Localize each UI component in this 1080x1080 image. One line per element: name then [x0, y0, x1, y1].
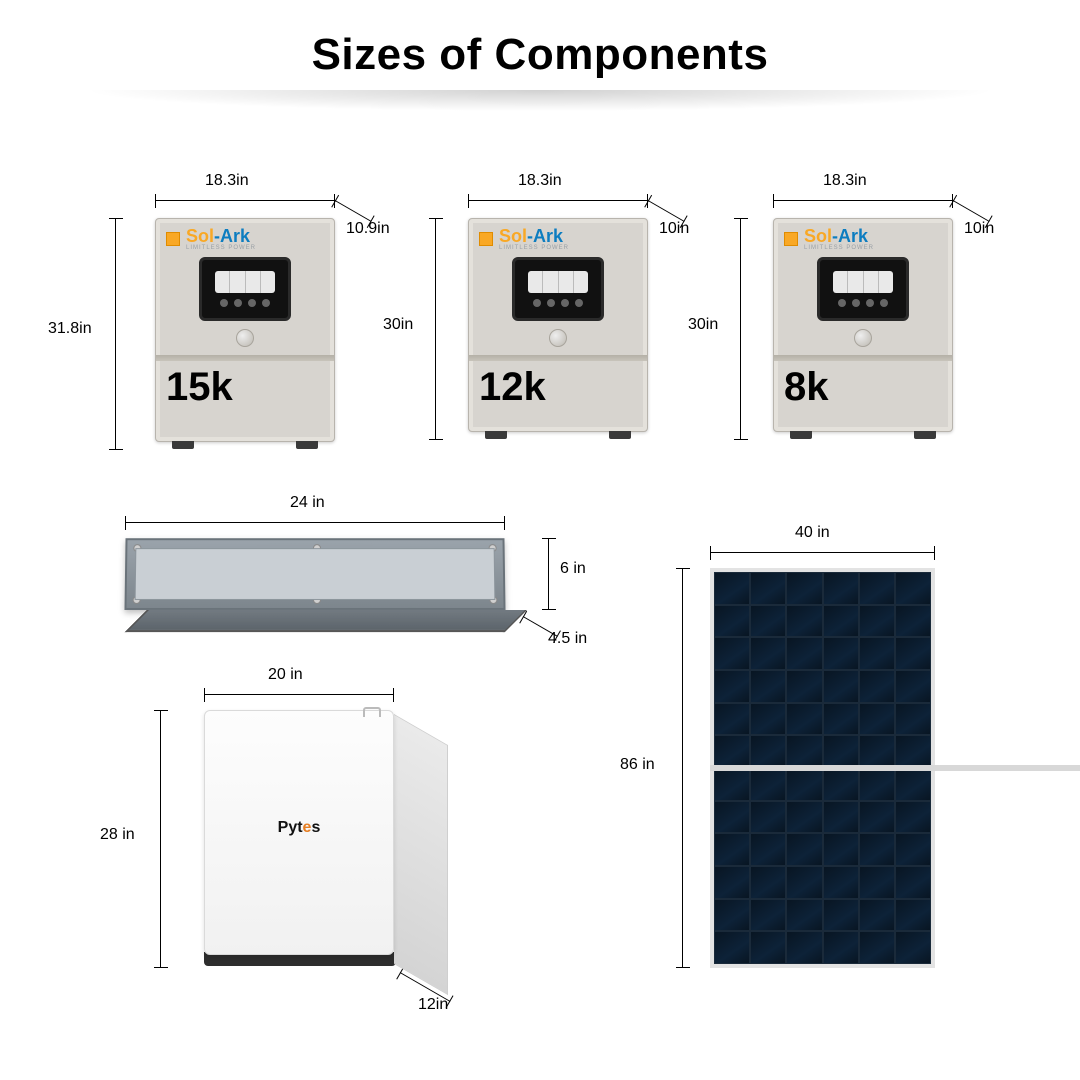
inv3-model: 8k — [784, 367, 942, 407]
battery-unit: Pytes — [204, 710, 396, 966]
combiner-width-line — [125, 522, 505, 523]
combiner-edge — [125, 610, 527, 632]
battery-brand: Pytes — [278, 819, 321, 837]
combiner-body — [124, 538, 505, 610]
combiner-box — [125, 538, 505, 632]
inv2-depth-label: 10in — [659, 220, 689, 238]
inverter-logo: Sol-Ark LIMITLESS POWER — [479, 227, 637, 251]
panel-width-label: 40 in — [795, 524, 830, 542]
inverter-dial — [854, 329, 872, 347]
battery-height-label: 28 in — [100, 826, 135, 844]
battery-front: Pytes — [204, 710, 394, 955]
inverter-logo: Sol-Ark LIMITLESS POWER — [166, 227, 324, 251]
inv3-height-label: 30in — [688, 316, 718, 334]
battery-side — [394, 714, 448, 995]
brand-ark: -Ark — [527, 226, 563, 246]
inv1-width-line — [155, 200, 335, 201]
inv3-depth-label: 10in — [964, 220, 994, 238]
battery-handle — [363, 707, 381, 717]
combiner-width-label: 24 in — [290, 494, 325, 512]
inv3-height-line — [740, 218, 741, 440]
brand-ark: -Ark — [214, 226, 250, 246]
panel-height-label: 86 in — [620, 756, 655, 774]
inv2-model: 12k — [479, 367, 637, 407]
logo-icon — [784, 232, 798, 246]
panel-width-line — [710, 552, 935, 553]
title-shadow — [0, 90, 1080, 120]
solar-panel — [710, 568, 1080, 968]
inv1-model: 15k — [166, 367, 324, 407]
battery-width-label: 20 in — [268, 666, 303, 684]
inverter-logo: Sol-Ark LIMITLESS POWER — [784, 227, 942, 251]
logo-icon — [166, 232, 180, 246]
inv2-width-label: 18.3in — [518, 172, 562, 190]
battery-width-line — [204, 694, 394, 695]
battery-depth-label: 12in — [418, 996, 448, 1014]
inverter-dial — [236, 329, 254, 347]
diagram-canvas: 18.3in 31.8in 10.9in Sol-Ark LIMITLESS P… — [0, 120, 1080, 1070]
brand-ark: -Ark — [832, 226, 868, 246]
inv2-height-label: 30in — [383, 316, 413, 334]
combiner-depth-label: 4.5 in — [548, 630, 587, 648]
inv2-depth-line — [648, 200, 685, 222]
combiner-height-line — [548, 538, 549, 610]
combiner-height-label: 6 in — [560, 560, 586, 578]
inverter-dial — [549, 329, 567, 347]
inv3-width-label: 18.3in — [823, 172, 867, 190]
inv3-depth-line — [953, 200, 990, 222]
brand-sub: LIMITLESS POWER — [499, 245, 569, 251]
inverter-display — [199, 257, 291, 321]
brand-sol: Sol — [804, 226, 832, 246]
inv1-height-label: 31.8in — [48, 320, 92, 338]
panel-height-line — [682, 568, 683, 968]
brand-sub: LIMITLESS POWER — [186, 245, 256, 251]
brand-sub: LIMITLESS POWER — [804, 245, 874, 251]
battery-height-line — [160, 710, 161, 968]
inv1-height-line — [115, 218, 116, 450]
inv2-width-line — [468, 200, 648, 201]
inverter-8k: Sol-Ark LIMITLESS POWER 8k — [773, 218, 953, 432]
inv2-height-line — [435, 218, 436, 440]
inverter-display — [512, 257, 604, 321]
inverter-12k: Sol-Ark LIMITLESS POWER 12k — [468, 218, 648, 432]
page-title: Sizes of Components — [0, 0, 1080, 80]
brand-sol: Sol — [499, 226, 527, 246]
inv1-depth-label: 10.9in — [346, 220, 390, 238]
inv1-width-label: 18.3in — [205, 172, 249, 190]
inverter-15k: Sol-Ark LIMITLESS POWER 15k — [155, 218, 335, 442]
logo-icon — [479, 232, 493, 246]
inverter-display — [817, 257, 909, 321]
inv1-depth-line — [335, 200, 372, 222]
brand-sol: Sol — [186, 226, 214, 246]
inv3-width-line — [773, 200, 953, 201]
